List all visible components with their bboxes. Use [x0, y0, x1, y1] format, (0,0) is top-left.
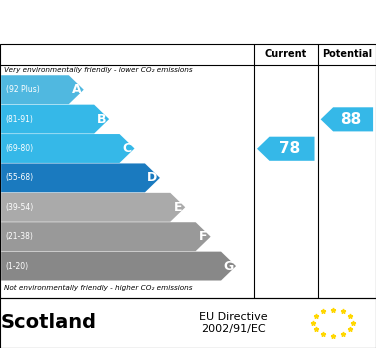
- Polygon shape: [1, 252, 236, 280]
- Polygon shape: [257, 137, 314, 161]
- Polygon shape: [321, 107, 373, 132]
- Text: E: E: [174, 201, 182, 214]
- Text: D: D: [147, 171, 158, 184]
- Text: Environmental Impact (CO₂) Rating: Environmental Impact (CO₂) Rating: [38, 14, 338, 29]
- Text: EU Directive
2002/91/EC: EU Directive 2002/91/EC: [199, 312, 267, 334]
- Text: Potential: Potential: [322, 49, 372, 59]
- Text: F: F: [199, 230, 208, 243]
- Polygon shape: [1, 222, 211, 251]
- Text: Not environmentally friendly - higher CO₂ emissions: Not environmentally friendly - higher CO…: [4, 285, 192, 291]
- Text: (69-80): (69-80): [6, 144, 34, 153]
- Polygon shape: [1, 164, 160, 192]
- Text: A: A: [71, 83, 81, 96]
- Text: (39-54): (39-54): [6, 203, 34, 212]
- Text: C: C: [123, 142, 132, 155]
- Text: (92 Plus): (92 Plus): [6, 85, 39, 94]
- Text: (1-20): (1-20): [6, 262, 29, 271]
- Text: G: G: [223, 260, 233, 272]
- Polygon shape: [1, 134, 135, 163]
- Text: Scotland: Scotland: [1, 313, 97, 332]
- Text: Current: Current: [265, 49, 307, 59]
- Text: (21-38): (21-38): [6, 232, 33, 241]
- Text: Very environmentally friendly - lower CO₂ emissions: Very environmentally friendly - lower CO…: [4, 67, 193, 73]
- Text: 78: 78: [279, 141, 300, 156]
- Polygon shape: [1, 75, 84, 104]
- Text: (81-91): (81-91): [6, 114, 33, 124]
- Text: (55-68): (55-68): [6, 173, 34, 182]
- Text: 88: 88: [340, 112, 361, 127]
- Polygon shape: [1, 105, 109, 134]
- Polygon shape: [1, 193, 185, 222]
- Text: B: B: [97, 113, 106, 126]
